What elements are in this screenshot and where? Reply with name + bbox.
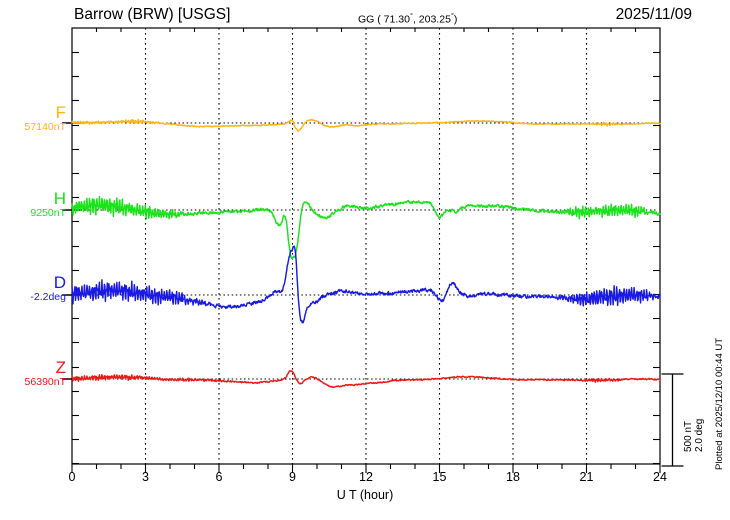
- coords-mid: , 203.25: [412, 13, 451, 26]
- scale-bar-deg-label: 2.0 deg: [694, 418, 705, 452]
- geographic-coordinates: GG ( 71.30°, 203.25°): [358, 11, 457, 26]
- component-label-F: F 57140nT: [25, 104, 66, 133]
- component-value-D: -2.2deg: [30, 290, 66, 303]
- component-value-F: 57140nT: [24, 120, 66, 133]
- trace-H: [71, 195, 661, 260]
- component-name-H: H: [53, 189, 66, 208]
- trace-D: [71, 245, 661, 324]
- coords-suffix: ): [453, 13, 458, 26]
- component-label-D: D -2.2deg: [30, 274, 66, 303]
- degree-symbol-lon: °: [450, 11, 454, 20]
- x-axis-label: U T (hour): [336, 488, 394, 502]
- x-tick-label-24: 24: [653, 470, 667, 484]
- component-name-F: F: [55, 103, 66, 122]
- x-tick-label-9: 9: [289, 470, 296, 484]
- observation-date: 2025/11/09: [615, 6, 692, 23]
- x-tick-label-12: 12: [359, 470, 373, 484]
- trace-F: [71, 118, 661, 132]
- component-name-D: D: [53, 273, 66, 292]
- degree-symbol-lat: °: [409, 11, 413, 20]
- x-tick-label-15: 15: [432, 470, 447, 484]
- plotted-at-timestamp: Plotted at 2025/12/10 00:44 UT: [714, 337, 725, 470]
- component-value-Z: 56390nT: [24, 375, 66, 388]
- component-label-H: H 9250nT: [30, 190, 66, 219]
- scale-bar-nt-label: 500 nT: [683, 420, 694, 452]
- station-title: Barrow (BRW) [USGS]: [74, 6, 231, 23]
- x-tick-label-0: 0: [68, 470, 76, 484]
- component-value-H: 9250nT: [30, 206, 66, 219]
- x-tick-label-21: 21: [579, 470, 594, 484]
- component-name-Z: Z: [55, 358, 66, 377]
- component-label-Z: Z 56390nT: [25, 359, 66, 388]
- x-tick-label-6: 6: [215, 470, 223, 484]
- trace-Z: [71, 370, 661, 389]
- x-tick-label-18: 18: [506, 470, 520, 484]
- x-tick-label-3: 3: [142, 470, 149, 484]
- coords-prefix: GG ( 71.30: [358, 13, 410, 26]
